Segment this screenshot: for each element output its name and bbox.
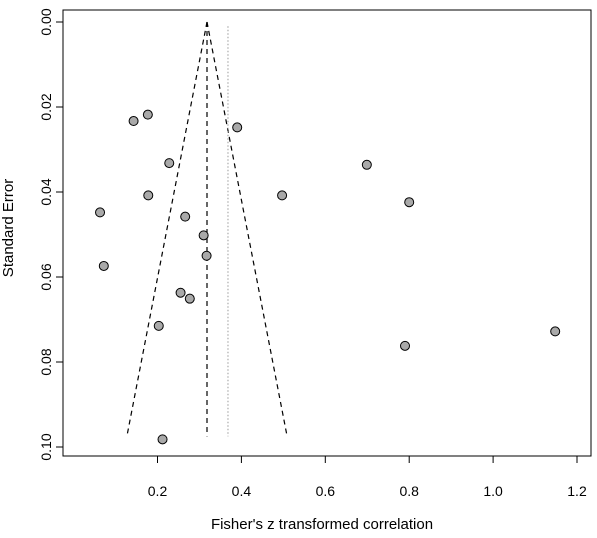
- funnel-layer: [126, 21, 288, 437]
- data-point: [184, 293, 195, 304]
- y-tick-label: 0.04: [38, 178, 54, 205]
- y-tick-label: 0.08: [38, 348, 54, 375]
- data-point: [201, 250, 212, 261]
- data-point: [157, 434, 168, 445]
- x-axis: 0.2 0.4 0.6 0.8 1.0 1.2: [148, 455, 587, 499]
- x-tick-label: 0.8: [399, 483, 419, 499]
- data-point: [128, 116, 139, 127]
- data-point: [198, 230, 209, 241]
- points-layer: [95, 109, 561, 445]
- data-point: [550, 326, 561, 337]
- x-tick-label: 1.0: [483, 483, 503, 499]
- funnel-right-line: [206, 21, 288, 437]
- y-tick-label: 0.00: [38, 8, 54, 35]
- x-tick-label: 0.4: [232, 483, 252, 499]
- y-tick-label: 0.10: [38, 433, 54, 460]
- y-axis-label: Standard Error: [0, 179, 17, 277]
- x-tick-label: 0.6: [316, 483, 336, 499]
- data-point: [175, 287, 186, 298]
- y-tick-label: 0.06: [38, 263, 54, 290]
- data-point: [361, 159, 372, 170]
- y-axis: 0.00 0.02 0.04 0.06 0.08 0.10: [38, 8, 64, 461]
- data-point: [153, 320, 164, 331]
- x-axis-label: Fisher's z transformed correlation: [211, 516, 433, 533]
- data-point: [142, 109, 153, 120]
- data-point: [400, 340, 411, 351]
- data-point: [404, 197, 415, 208]
- data-point: [143, 190, 154, 201]
- data-point: [232, 122, 243, 133]
- data-point: [164, 158, 175, 169]
- data-point: [180, 211, 191, 222]
- funnel-left-line: [126, 21, 208, 437]
- data-point: [277, 190, 288, 201]
- y-tick-label: 0.02: [38, 93, 54, 120]
- x-tick-label: 1.2: [567, 483, 587, 499]
- plot-frame: [62, 9, 592, 457]
- data-point: [95, 207, 106, 218]
- data-point: [98, 260, 109, 271]
- x-tick-label: 0.2: [148, 483, 168, 499]
